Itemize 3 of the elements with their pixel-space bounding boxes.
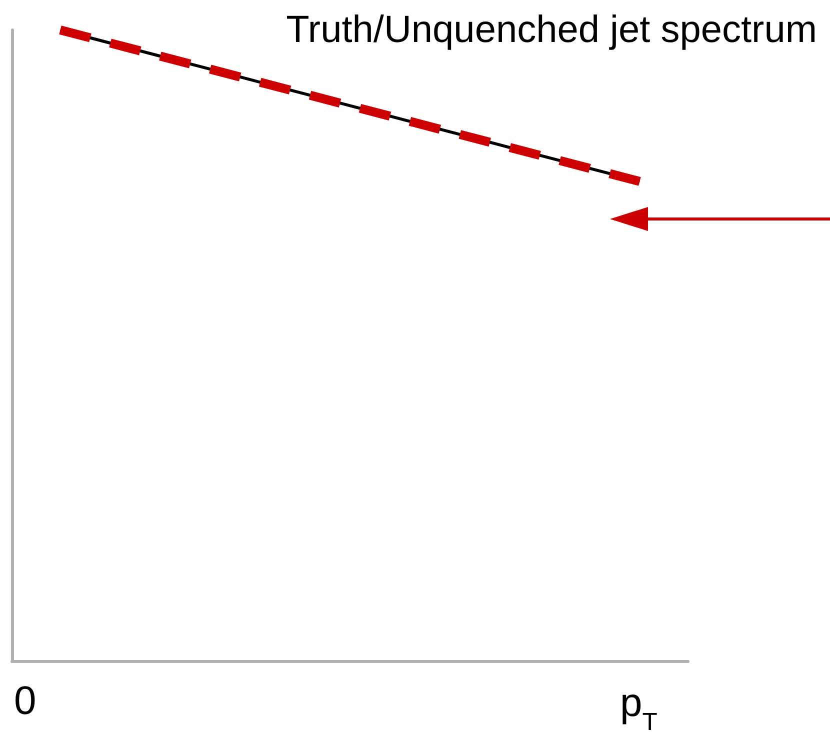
x-axis-title: p$_{T}$ <box>620 681 658 736</box>
chart-title: Truth/Unquenched jet spectrum <box>286 9 818 51</box>
text: 0 <box>14 679 36 723</box>
